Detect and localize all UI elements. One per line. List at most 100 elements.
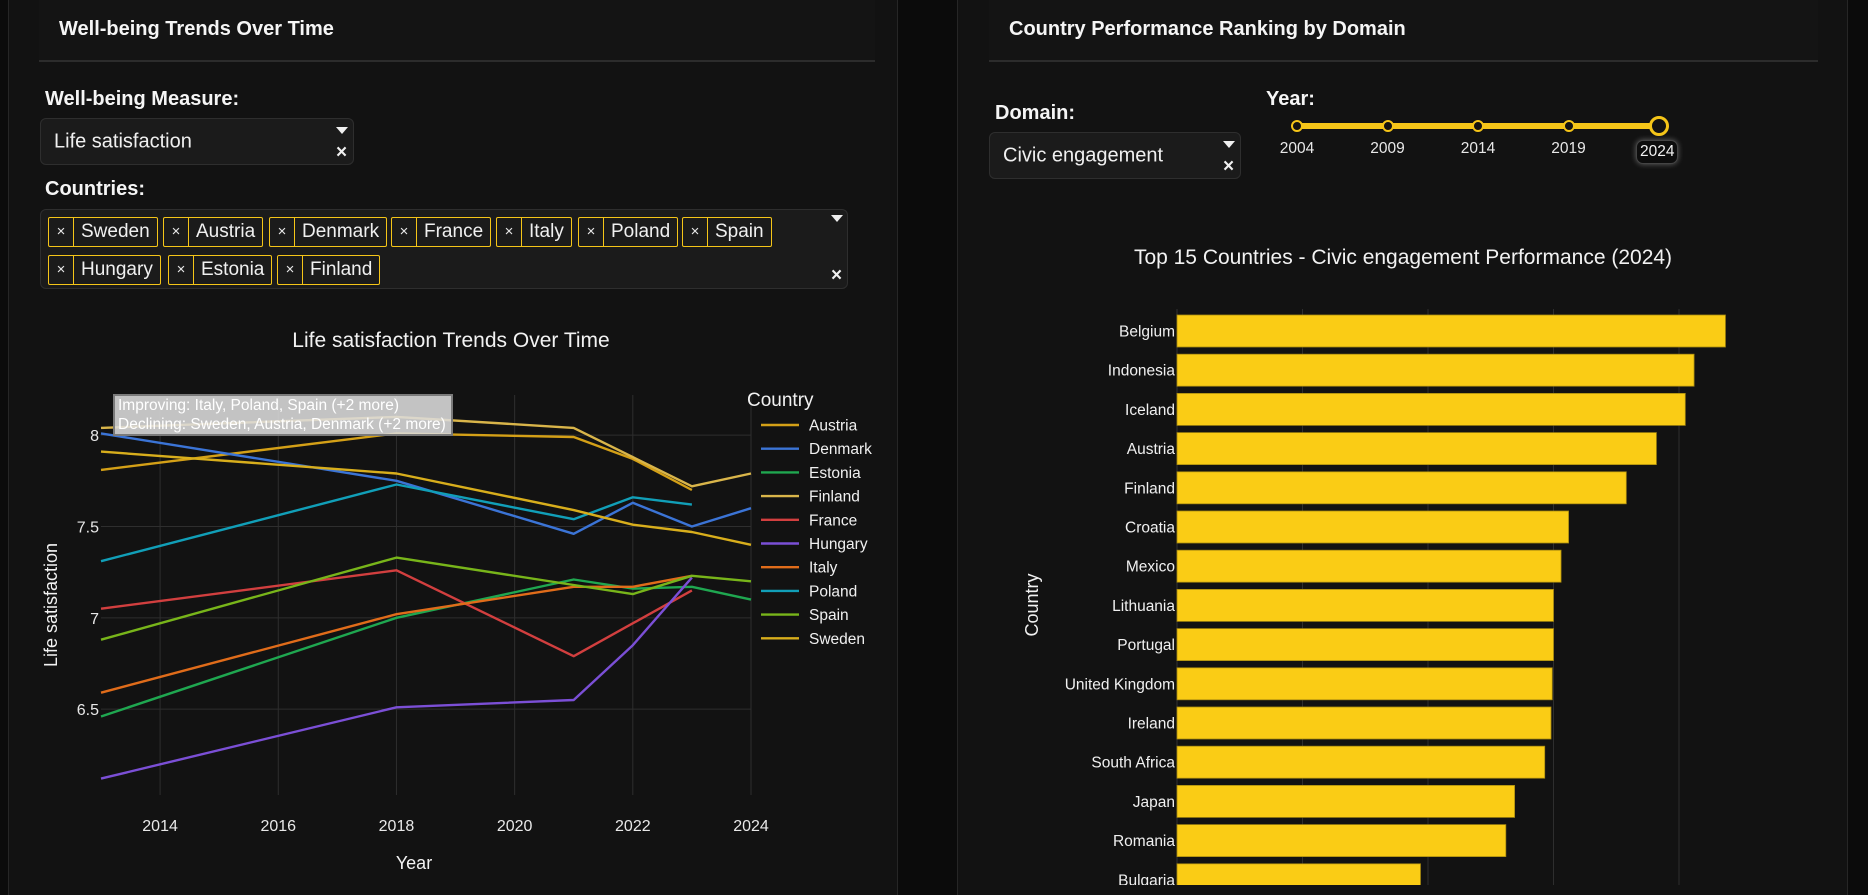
bar-united-kingdom[interactable] [1176, 667, 1553, 701]
domain-label: Domain: [995, 102, 1075, 124]
x-axis: 2014 2016 2018 2020 2022 2024 [142, 818, 769, 835]
tooltip-declining: Declining: Sweden, Austria, Denmark (+2 … [118, 416, 446, 433]
legend-item[interactable]: Austria [809, 418, 858, 435]
y-tick-label: South Africa [1091, 755, 1175, 772]
bar-portugal[interactable] [1176, 628, 1554, 662]
chevron-down-icon[interactable] [831, 215, 843, 222]
chip-label: Austria [196, 221, 256, 242]
remove-chip-icon[interactable]: × [169, 256, 194, 284]
bar-croatia[interactable] [1176, 510, 1569, 544]
series-line-denmark[interactable] [100, 432, 752, 536]
slider-mark-dot[interactable] [1291, 120, 1303, 132]
slider-mark-label[interactable]: 2019 [1551, 140, 1586, 157]
remove-chip-icon[interactable]: × [49, 256, 74, 284]
remove-chip-icon[interactable]: × [392, 218, 417, 246]
chart-title: Top 15 Countries - Civic engagement Perf… [1134, 246, 1672, 269]
series-line-hungary[interactable] [100, 576, 693, 780]
country-chip: × Hungary [48, 255, 161, 285]
countries-label: Countries: [45, 178, 145, 200]
slider-mark-label[interactable]: 2004 [1279, 140, 1315, 157]
bar-bulgaria[interactable] [1176, 863, 1421, 885]
legend-title: Country [747, 390, 814, 411]
y-tick-label: Portugal [1117, 637, 1175, 654]
chip-label: Hungary [81, 259, 153, 280]
ranking-panel: Country Performance Ranking by Domain Do… [957, 0, 1848, 895]
legend-item[interactable]: Denmark [809, 441, 872, 458]
country-chip: × France [391, 217, 492, 247]
series-line-austria[interactable] [100, 432, 693, 492]
series-line-estonia[interactable] [100, 578, 752, 718]
series-line-spain[interactable] [100, 556, 752, 641]
y-tick-label: Croatia [1125, 520, 1175, 537]
remove-chip-icon[interactable]: × [164, 218, 189, 246]
y-axis-title: Life satisfaction [41, 543, 61, 667]
remove-chip-icon[interactable]: × [497, 218, 522, 246]
y-tick-label: United Kingdom [1065, 676, 1175, 693]
chevron-down-icon[interactable] [1223, 141, 1235, 148]
trend-tooltip: Improving: Italy, Poland, Spain (+2 more… [113, 394, 453, 436]
slider-mark-dot[interactable] [1472, 120, 1484, 132]
slider-mark-label[interactable]: 2014 [1460, 140, 1496, 157]
y-tick-label: 8 [90, 428, 99, 445]
series-lines [100, 415, 752, 780]
y-tick-label: 7.5 [77, 520, 99, 537]
bar-mexico[interactable] [1176, 549, 1562, 583]
domain-dropdown[interactable]: Civic engagement × [989, 132, 1241, 179]
slider-mark-dot[interactable] [1562, 120, 1575, 132]
remove-chip-icon[interactable]: × [49, 218, 74, 246]
series-line-italy[interactable] [100, 574, 693, 694]
remove-chip-icon[interactable]: × [683, 218, 708, 246]
bar-indonesia[interactable] [1176, 353, 1695, 387]
remove-chip-icon[interactable]: × [270, 218, 295, 246]
remove-chip-icon[interactable]: × [579, 218, 604, 246]
slider-handle[interactable] [1649, 116, 1669, 136]
panel-title: Well-being Trends Over Time [59, 18, 334, 40]
legend-item[interactable]: France [809, 512, 857, 529]
country-chip: × Austria [163, 217, 264, 247]
bar-japan[interactable] [1176, 785, 1515, 818]
bar-belgium[interactable] [1176, 314, 1726, 348]
clear-all-icon[interactable]: × [831, 265, 843, 286]
x-axis-title: Year [396, 853, 432, 873]
slider-value-tooltip: 2024 [1636, 140, 1679, 164]
card-header: Well-being Trends Over Time [39, 0, 875, 62]
domain-value: Civic engagement [1003, 144, 1164, 166]
country-chip: × Italy [496, 217, 572, 247]
clear-icon[interactable]: × [1223, 156, 1235, 177]
y-tick-label: Bulgaria [1118, 872, 1175, 885]
legend-item[interactable]: Estonia [809, 465, 861, 482]
legend-item[interactable]: Hungary [809, 536, 868, 553]
legend-item[interactable]: Italy [809, 560, 838, 577]
chevron-down-icon[interactable] [336, 127, 348, 134]
slider-mark-dot[interactable] [1381, 120, 1394, 132]
legend-item[interactable]: Sweden [809, 631, 865, 648]
bar-austria[interactable] [1176, 432, 1657, 466]
series-line-sweden[interactable] [100, 450, 752, 546]
chip-label: Italy [529, 221, 564, 242]
bar-romania[interactable] [1176, 824, 1507, 857]
measure-dropdown[interactable]: Life satisfaction × [40, 118, 354, 165]
countries-multiselect[interactable]: × × Sweden × Austria × Denmark × France × Italy × P… [40, 209, 848, 289]
bar-lithuania[interactable] [1176, 588, 1554, 622]
clear-icon[interactable]: × [336, 142, 348, 163]
y-tick-label: 7 [90, 611, 99, 628]
legend-item[interactable]: Finland [809, 489, 860, 506]
bar-iceland[interactable] [1176, 392, 1686, 426]
measure-label: Well-being Measure: [45, 88, 240, 110]
bar-ireland[interactable] [1176, 706, 1552, 740]
bar-finland[interactable] [1176, 471, 1627, 505]
remove-chip-icon[interactable]: × [278, 256, 303, 284]
legend-item[interactable]: Poland [809, 583, 857, 600]
legend-item[interactable]: Spain [809, 607, 849, 624]
series-line-poland[interactable] [100, 483, 693, 563]
slider-mark-label[interactable]: 2009 [1370, 140, 1405, 157]
bar-south-africa[interactable] [1176, 745, 1546, 779]
y-tick-label: Lithuania [1112, 598, 1175, 615]
series-line-france[interactable] [100, 569, 693, 658]
country-chip: × Spain [682, 217, 772, 247]
y-tick-label: Japan [1133, 794, 1175, 811]
legend: Country Austria Denmark Estonia Finland Fran… [747, 390, 872, 648]
y-tick-label: Austria [1127, 441, 1176, 458]
y-tick-label: Romania [1113, 833, 1175, 850]
x-tick-label: 2014 [142, 818, 178, 835]
